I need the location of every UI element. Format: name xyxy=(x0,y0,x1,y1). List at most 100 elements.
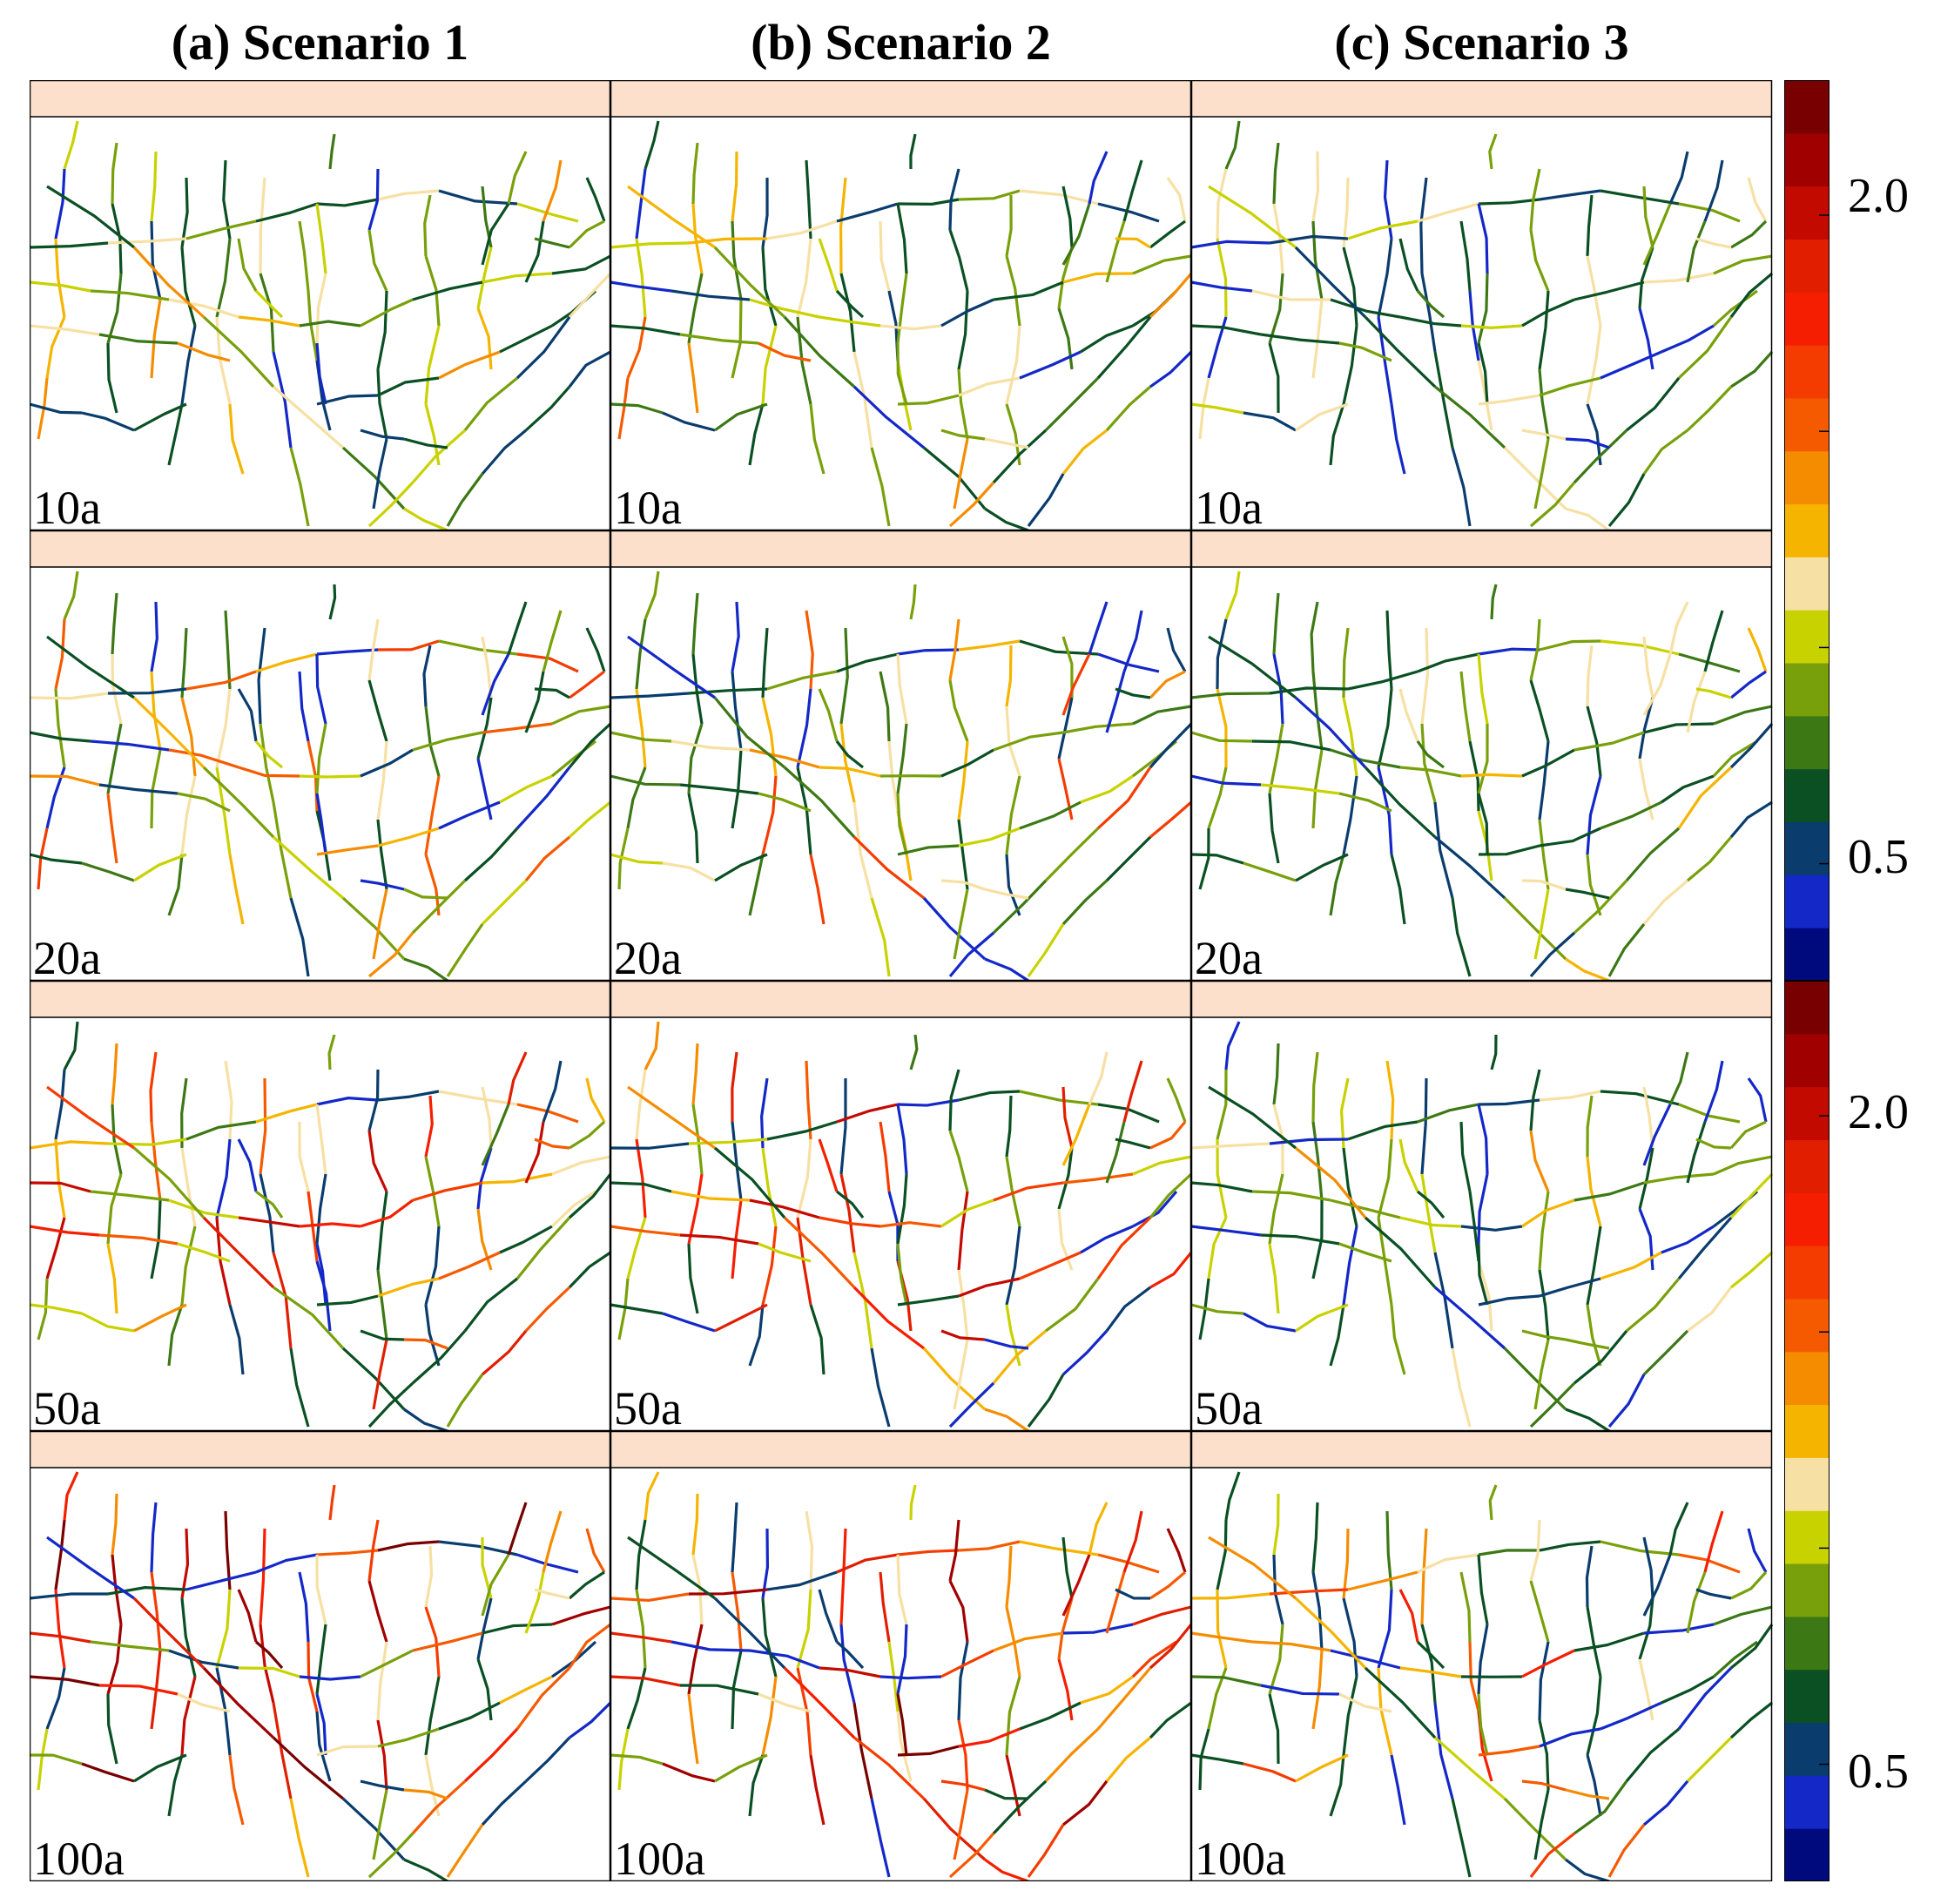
road-segment xyxy=(1433,1286,1506,1350)
road-segment xyxy=(360,429,405,441)
road-segment xyxy=(81,411,135,432)
road-segment xyxy=(1149,670,1186,699)
road-segment xyxy=(805,159,812,240)
road-segment xyxy=(896,273,908,344)
road-segment xyxy=(818,1589,839,1643)
road-segment xyxy=(367,618,380,681)
road-segment xyxy=(98,333,179,345)
road-segment xyxy=(761,1597,778,1678)
road-segment xyxy=(635,1589,647,1669)
road-segment xyxy=(644,571,660,620)
road-segment xyxy=(1149,722,1193,769)
road-segment xyxy=(1207,766,1228,829)
road-segment xyxy=(542,610,563,672)
road-segment xyxy=(1057,307,1074,370)
road-segment xyxy=(1459,220,1472,292)
road-segment xyxy=(1096,315,1152,380)
road-segment xyxy=(37,377,49,440)
road-segment xyxy=(54,1589,66,1669)
road-segment xyxy=(1420,1528,1428,1625)
road-segment xyxy=(315,1243,327,1306)
road-segment xyxy=(1565,957,1610,982)
road-segment xyxy=(377,639,440,652)
road-segment xyxy=(635,238,647,318)
road-segment xyxy=(1272,1043,1280,1105)
road-segment xyxy=(1419,177,1428,274)
road-segment xyxy=(1730,1251,1773,1289)
road-segment xyxy=(896,1624,908,1695)
road-segment xyxy=(1105,1736,1152,1783)
road-segment xyxy=(1478,1549,1540,1556)
road-segment xyxy=(897,648,960,656)
road-segment xyxy=(731,1051,738,1123)
road-segment xyxy=(1311,1051,1319,1123)
road-segment xyxy=(30,280,91,293)
road-network xyxy=(30,1471,612,1881)
road-segment xyxy=(524,1736,571,1783)
road-segment xyxy=(568,1623,611,1669)
road-segment xyxy=(299,320,361,327)
road-segment xyxy=(372,1789,388,1860)
road-segment xyxy=(1149,350,1193,388)
road-segment xyxy=(1272,142,1280,205)
road-segment xyxy=(1190,731,1253,743)
road-segment xyxy=(1642,1536,1654,1599)
road-segment xyxy=(37,827,49,890)
road-segment xyxy=(63,1471,79,1521)
road-segment xyxy=(1398,1138,1419,1192)
road-segment xyxy=(1027,473,1065,527)
panel-header-band xyxy=(1191,981,1772,1017)
road-segment xyxy=(635,1519,647,1590)
time-label: 20a xyxy=(33,932,101,984)
road-segment xyxy=(940,1329,986,1341)
road-segment xyxy=(819,766,881,778)
road-segment xyxy=(610,1631,672,1644)
road-segment xyxy=(662,1312,716,1333)
road-segment xyxy=(1190,280,1253,293)
road-segment xyxy=(897,1549,960,1556)
colorbar-border xyxy=(1784,80,1830,981)
road-segment xyxy=(411,429,467,484)
road-segment xyxy=(111,142,118,205)
road-segment xyxy=(1503,1347,1567,1411)
road-segment xyxy=(180,775,197,855)
road-segment xyxy=(476,246,493,309)
road-segment xyxy=(1190,324,1262,336)
road-segment xyxy=(896,1104,908,1175)
road-segment xyxy=(150,601,158,672)
map-area xyxy=(30,567,610,981)
road-segment xyxy=(1539,189,1601,201)
road-segment xyxy=(1295,853,1349,882)
road-segment xyxy=(372,1339,388,1410)
road-segment xyxy=(438,1540,518,1556)
road-segment xyxy=(259,1624,275,1704)
road-segment xyxy=(1538,368,1550,440)
road-segment xyxy=(1062,1780,1109,1826)
colorbar-swatch xyxy=(1784,397,1830,452)
colorbar-swatch xyxy=(1784,557,1830,611)
road-segment xyxy=(1451,447,1472,527)
road-segment xyxy=(298,671,310,742)
road-segment xyxy=(948,931,995,978)
road-segment xyxy=(1045,1278,1100,1333)
road-segment xyxy=(238,315,300,327)
road-segment xyxy=(372,888,388,960)
road-segment xyxy=(1260,333,1340,345)
map-panel: 100a xyxy=(30,1430,612,1881)
road-segment xyxy=(424,1606,441,1678)
road-segment xyxy=(481,636,493,699)
road-segment xyxy=(328,1484,336,1521)
road-segment xyxy=(948,1381,995,1428)
road-segment xyxy=(617,1728,630,1791)
road-segment xyxy=(1057,246,1074,309)
column-title-2: (b) Scenario 2 xyxy=(751,14,1051,71)
road-segment xyxy=(1433,1702,1454,1799)
road-segment xyxy=(1417,1103,1479,1124)
road-segment xyxy=(887,1641,900,1712)
panel-header-band xyxy=(1191,80,1772,117)
colorbar-swatch xyxy=(1784,1563,1830,1617)
road-segment xyxy=(1224,1021,1241,1070)
road-segment xyxy=(957,1641,969,1721)
road-segment xyxy=(476,1147,493,1210)
road-segment xyxy=(984,957,1029,982)
